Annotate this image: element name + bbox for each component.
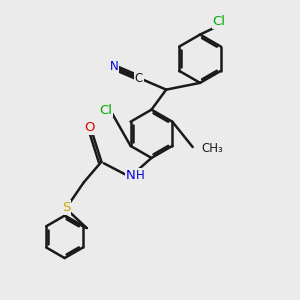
Text: Cl: Cl: [213, 15, 226, 28]
Text: Cl: Cl: [99, 104, 112, 117]
Text: CH₃: CH₃: [201, 142, 223, 155]
Text: N: N: [126, 169, 136, 182]
Text: H: H: [136, 169, 145, 182]
Text: S: S: [62, 201, 70, 214]
Text: N: N: [110, 60, 118, 73]
Text: O: O: [84, 122, 95, 134]
Text: C: C: [135, 72, 143, 85]
